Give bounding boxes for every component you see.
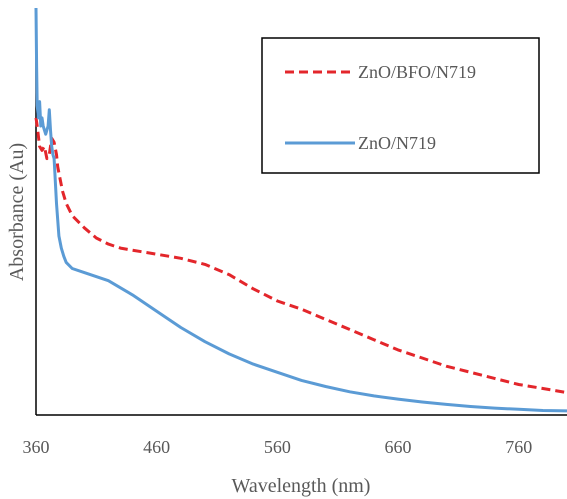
x-tick-labels: 360 460 560 660 760	[23, 437, 533, 457]
legend-label-zno-bfo-n719: ZnO/BFO/N719	[358, 62, 476, 82]
x-axis-title: Wavelength (nm)	[232, 475, 371, 497]
x-tick-label: 760	[505, 437, 532, 457]
legend: ZnO/BFO/N719 ZnO/N719	[261, 37, 540, 174]
x-tick-label: 560	[264, 437, 291, 457]
x-tick-label: 360	[23, 437, 50, 457]
y-axis-title: Absorbance (Au)	[6, 143, 28, 281]
x-tick-label: 460	[143, 437, 170, 457]
legend-box	[261, 37, 540, 174]
series-line-zno-bfo-n719	[34, 117, 567, 395]
series-line-zno-n719	[34, 7, 567, 413]
x-tick-label: 660	[385, 437, 412, 457]
legend-label-zno-n719: ZnO/N719	[358, 133, 436, 153]
